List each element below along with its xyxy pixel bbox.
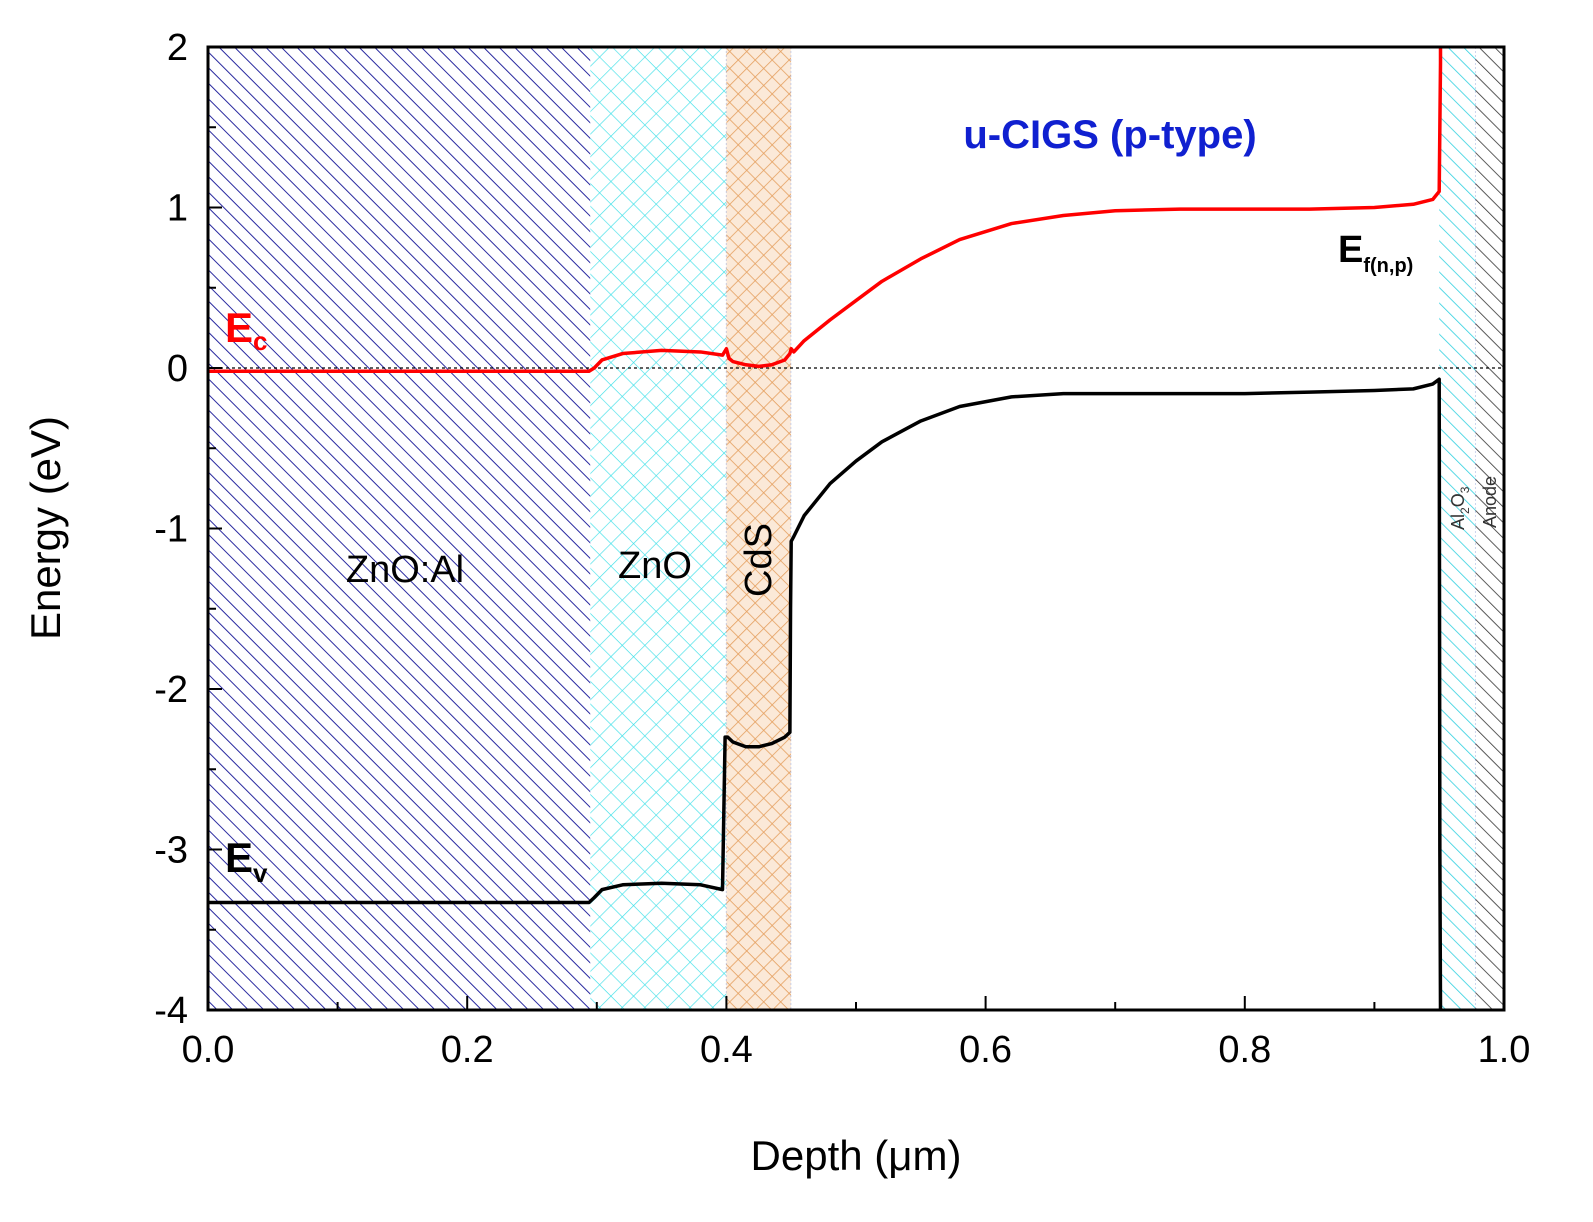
region-label-zno: ZnO	[618, 545, 692, 587]
region-zno	[590, 47, 727, 1010]
x-tick-labels: 0.0 0.2 0.4 0.6 0.8 1.0	[182, 1029, 1531, 1071]
region-cds	[726, 47, 792, 1010]
y-tick-label: 0	[167, 348, 188, 390]
y-tick-label: -1	[154, 509, 188, 551]
series-label-ec: Ec	[225, 304, 267, 356]
region-al2o3	[1439, 47, 1476, 1010]
axis-ticks	[207, 46, 1505, 1011]
region-anode	[1475, 47, 1504, 1010]
region-zno-al	[208, 47, 591, 1010]
layer-regions	[208, 47, 1505, 1010]
region-label-al2o3: Al2O3	[1448, 486, 1472, 530]
region-label-zno-al: ZnO:Al	[346, 549, 464, 591]
band-series	[208, 47, 1443, 1010]
x-axis-title: Depth (μm)	[751, 1132, 962, 1179]
x-tick-label: 0.8	[1218, 1029, 1271, 1071]
region-u-cigs	[791, 47, 1440, 1010]
series-label-ev: Ev	[225, 834, 268, 888]
x-tick-label: 0.6	[959, 1029, 1012, 1071]
region-label-cds: CdS	[738, 523, 780, 597]
y-tick-label: 2	[167, 27, 188, 69]
x-tick-label: 0.0	[182, 1029, 235, 1071]
x-tick-label: 0.4	[700, 1029, 753, 1071]
annotation-u-cigs: u-CIGS (p-type)	[963, 113, 1256, 157]
y-tick-label: -4	[154, 990, 188, 1032]
x-tick-label: 1.0	[1478, 1029, 1531, 1071]
region-label-anode: Anode	[1480, 476, 1500, 528]
y-tick-label: -2	[154, 669, 188, 711]
series-line-ev	[208, 377, 1443, 1010]
fermi-level-label: Ef(n,p)	[1338, 229, 1413, 277]
series-line-ec	[208, 47, 1443, 373]
y-tick-labels: 2 1 0 -1 -2 -3 -4	[154, 27, 188, 1032]
y-axis-title: Energy (eV)	[22, 416, 69, 640]
y-tick-label: -3	[154, 830, 188, 872]
x-tick-label: 0.2	[441, 1029, 494, 1071]
y-tick-label: 1	[167, 188, 188, 230]
